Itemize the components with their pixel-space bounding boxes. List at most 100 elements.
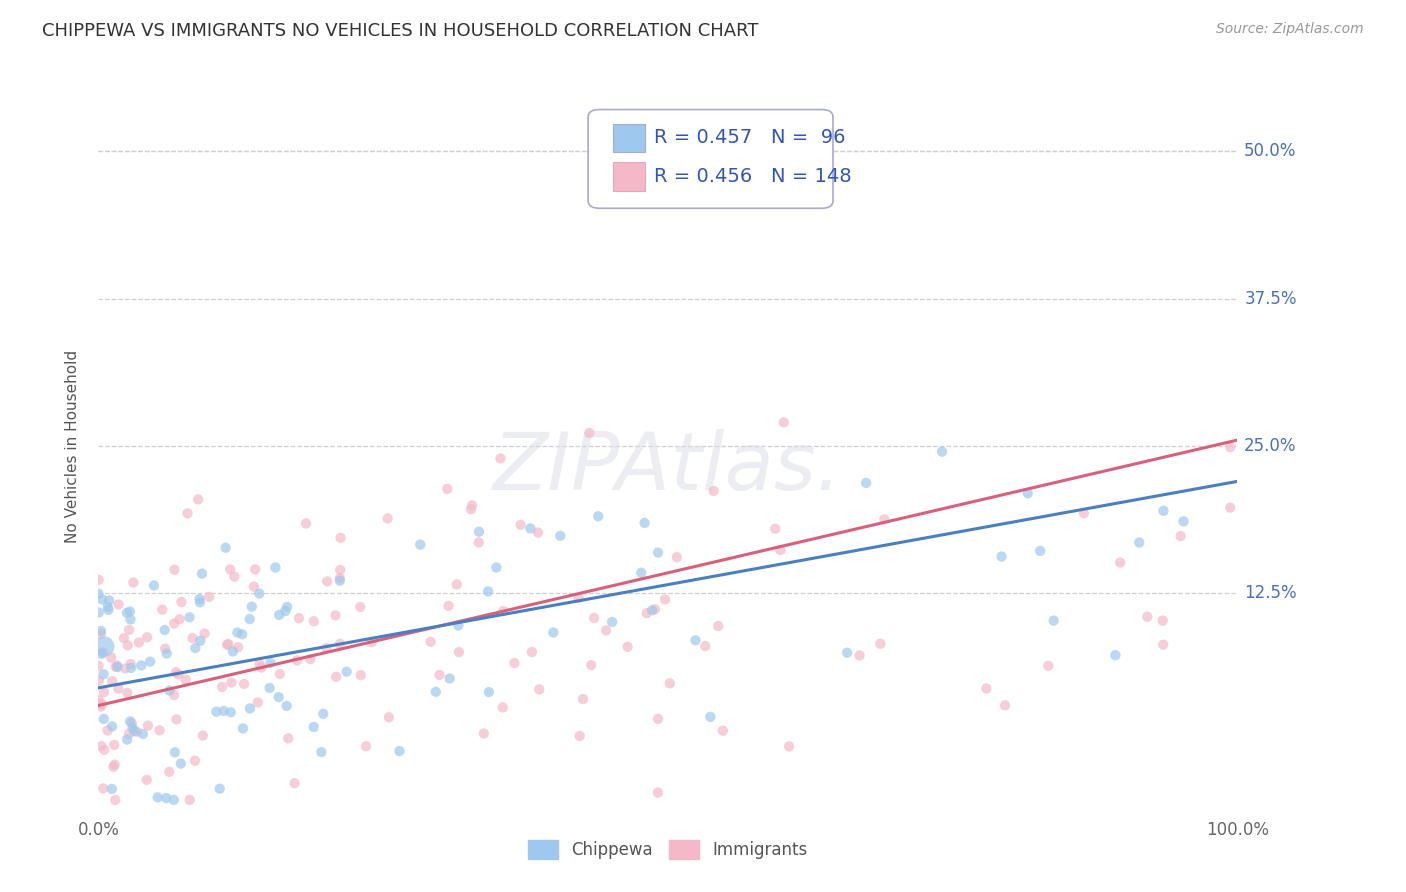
Point [658, 676, 681, 690]
Point [429, 668, 451, 682]
Point [285, 653, 308, 667]
Point [425, 685, 447, 699]
Point [208, 781, 231, 796]
Text: 12.5%: 12.5% [1244, 584, 1296, 602]
Point [568, 729, 591, 743]
Point [527, 525, 550, 540]
Point [1170, 529, 1192, 543]
Point [246, 696, 269, 710]
Point [349, 599, 371, 614]
Point [409, 538, 432, 552]
Point [97, 600, 120, 615]
Point [233, 677, 256, 691]
Point [519, 521, 541, 535]
Point [274, 604, 297, 618]
Point [122, 724, 145, 739]
Point [93, 685, 115, 699]
Point [136, 630, 159, 644]
Point [1029, 544, 1052, 558]
Point [316, 574, 339, 589]
Point [1128, 535, 1150, 549]
Point [711, 723, 734, 738]
Point [1173, 514, 1195, 528]
Point [633, 516, 655, 530]
Point [595, 624, 617, 638]
Point [87, 587, 110, 601]
Point [212, 704, 235, 718]
Point [117, 638, 139, 652]
Point [600, 615, 623, 629]
Point [191, 566, 214, 581]
Point [837, 646, 859, 660]
Point [118, 727, 141, 741]
Point [250, 660, 273, 674]
Point [276, 599, 298, 614]
Point [176, 506, 198, 520]
Point [467, 535, 489, 549]
Point [641, 603, 664, 617]
Point [994, 698, 1017, 713]
Point [226, 640, 249, 655]
Point [87, 673, 110, 688]
Point [259, 681, 281, 695]
Point [302, 720, 325, 734]
Point [439, 672, 461, 686]
Point [247, 586, 270, 600]
Point [104, 660, 127, 674]
Point [107, 598, 129, 612]
Point [529, 682, 551, 697]
Point [105, 658, 128, 673]
Point [243, 580, 266, 594]
FancyBboxPatch shape [588, 110, 832, 209]
Point [1073, 506, 1095, 520]
Point [703, 483, 725, 498]
Point [616, 640, 638, 654]
Point [87, 658, 110, 673]
Point [90, 624, 112, 638]
Legend: Chippewa, Immigrants: Chippewa, Immigrants [522, 833, 814, 865]
Point [336, 665, 359, 679]
Point [205, 705, 228, 719]
Point [315, 641, 337, 656]
Point [98, 593, 121, 607]
Point [188, 595, 211, 609]
Point [97, 603, 120, 617]
Point [647, 545, 669, 559]
Point [509, 517, 531, 532]
Point [329, 637, 352, 651]
Point [153, 623, 176, 637]
Point [121, 721, 143, 735]
Point [93, 743, 115, 757]
Point [654, 592, 676, 607]
Point [87, 606, 110, 620]
Point [104, 793, 127, 807]
Point [1109, 556, 1132, 570]
Point [636, 606, 658, 620]
Point [136, 719, 159, 733]
Point [329, 531, 352, 545]
Point [120, 612, 142, 626]
Point [583, 611, 606, 625]
Point [87, 573, 110, 587]
Point [354, 739, 377, 754]
Point [1038, 658, 1060, 673]
Point [211, 680, 233, 694]
Point [101, 719, 124, 733]
Point [699, 710, 721, 724]
Point [520, 645, 543, 659]
Point [299, 652, 322, 666]
Point [447, 645, 470, 659]
Point [1042, 614, 1064, 628]
Point [240, 599, 263, 614]
Point [219, 562, 242, 576]
Point [578, 425, 600, 440]
Text: 50.0%: 50.0% [1244, 142, 1296, 160]
Point [447, 618, 470, 632]
Point [489, 451, 512, 466]
Point [468, 524, 491, 539]
Point [217, 637, 239, 651]
Point [90, 739, 112, 753]
Point [120, 714, 142, 729]
Point [869, 637, 891, 651]
Point [329, 574, 352, 588]
